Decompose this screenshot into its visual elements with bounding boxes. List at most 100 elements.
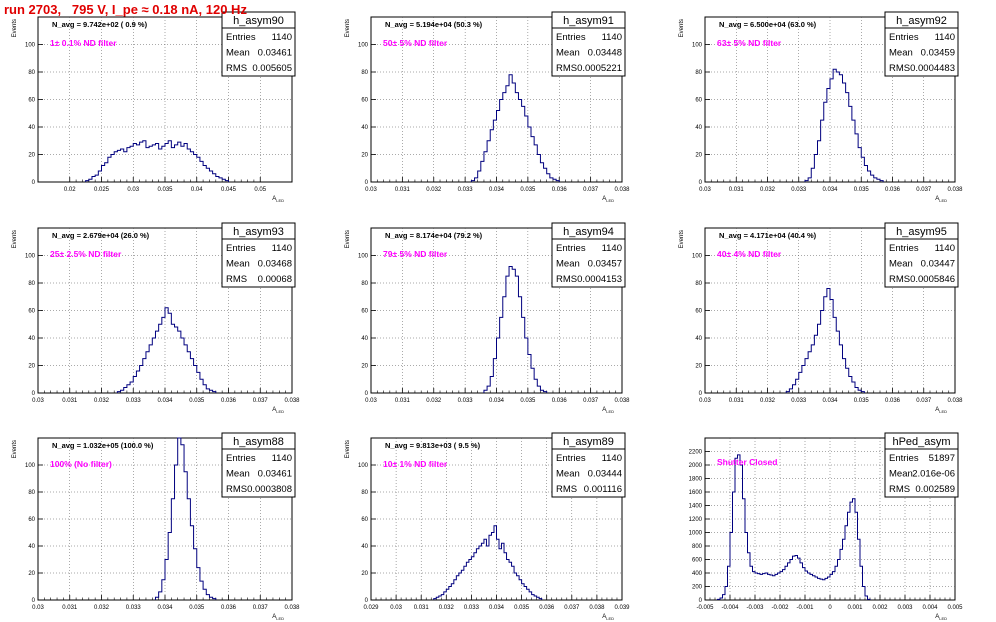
y-tick-label: 20 xyxy=(28,153,35,159)
x-tick-label: 0.001 xyxy=(847,605,863,611)
x-tick-label: 0.029 xyxy=(363,605,379,611)
y-tick-label: 40 xyxy=(28,544,35,550)
stat-label: Mean xyxy=(889,469,913,480)
x-axis-title: ALED xyxy=(935,407,947,414)
x-tick-label: 0.045 xyxy=(221,187,237,193)
x-tick-label: 0.037 xyxy=(916,187,932,193)
stat-label: RMS xyxy=(556,484,577,495)
x-tick-label: 0.003 xyxy=(897,605,913,611)
stat-value: 1140 xyxy=(602,32,622,43)
stat-value: 1140 xyxy=(602,453,622,464)
stat-label: Entries xyxy=(889,243,919,254)
x-tick-label: 0.037 xyxy=(583,187,599,193)
y-tick-label: 40 xyxy=(361,544,368,550)
x-tick-label: 0.032 xyxy=(94,398,110,404)
x-tick-label: 0.034 xyxy=(157,605,173,611)
y-tick-label: 80 xyxy=(361,281,368,287)
stat-label: Mean xyxy=(889,259,913,270)
x-tick-label: -0.001 xyxy=(796,605,814,611)
x-tick-label: 0.05 xyxy=(254,187,266,193)
x-tick-label: 0.037 xyxy=(564,605,580,611)
x-tick-label: 0.033 xyxy=(126,605,142,611)
navg-label: N_avg = 1.032e+05 (100.0 %) xyxy=(52,441,154,450)
histogram-series xyxy=(785,288,865,393)
stat-label: Entries xyxy=(226,243,256,254)
stat-label: Entries xyxy=(226,32,256,43)
navg-label: N_avg = 9.813e+03 ( 9.5 %) xyxy=(385,441,481,450)
stat-value: 0.002589 xyxy=(915,484,955,495)
stats-box-frame xyxy=(551,11,626,77)
stat-value: 0.03461 xyxy=(258,469,292,480)
stats-box-frame xyxy=(221,222,296,288)
y-tick-label: 0 xyxy=(699,598,703,604)
y-tick-label: 100 xyxy=(358,254,369,260)
stat-value: 2.016e-06 xyxy=(912,469,955,480)
x-tick-label: 0.005 xyxy=(947,605,963,611)
x-tick-label: 0.037 xyxy=(583,398,599,404)
stat-label: Entries xyxy=(889,453,919,464)
y-tick-label: 0 xyxy=(365,180,369,186)
stat-value: 0.03461 xyxy=(258,48,292,59)
x-tick-label: 0.033 xyxy=(791,187,807,193)
y-tick-label: 100 xyxy=(25,254,36,260)
x-tick-label: 0.036 xyxy=(885,187,901,193)
stat-value: 0.0005846 xyxy=(910,274,955,285)
stat-value: 51897 xyxy=(929,453,955,464)
y-axis-title: Events xyxy=(12,19,18,37)
x-axis-title: ALED xyxy=(935,614,947,621)
stat-value: 0.0003808 xyxy=(247,484,292,495)
x-tick-label: 0.036 xyxy=(539,605,555,611)
histogram-series xyxy=(85,140,229,182)
stat-label: Mean xyxy=(889,48,913,59)
x-tick-label: -0.005 xyxy=(696,605,714,611)
y-tick-label: 100 xyxy=(358,43,369,49)
panel-hPed_asym: -0.005 -0.004 -0.003 -0.002 -0.001 0 0.001 0.00… xyxy=(689,432,963,621)
stat-value: 0.00068 xyxy=(258,274,292,285)
x-axis-title: ALED xyxy=(602,196,614,203)
panel-h_asym91: 0.03 0.031 0.032 0.033 0.034 0.035 0.036 0.037 0… xyxy=(345,11,630,203)
x-tick-label: 0.033 xyxy=(126,398,142,404)
y-tick-label: 60 xyxy=(361,98,368,104)
y-tick-label: 0 xyxy=(699,391,703,397)
y-tick-label: 1200 xyxy=(689,517,703,523)
y-tick-label: 100 xyxy=(692,254,703,260)
y-tick-label: 0 xyxy=(699,180,703,186)
stat-label: Mean xyxy=(226,259,250,270)
filter-note: 1± 0.1% ND filter xyxy=(50,38,117,48)
y-tick-label: 80 xyxy=(28,281,35,287)
stat-value: 0.03468 xyxy=(258,259,292,270)
y-tick-label: 80 xyxy=(695,70,702,76)
y-tick-label: 60 xyxy=(695,98,702,104)
x-tick-label: 0.03 xyxy=(365,187,377,193)
filter-note: 79± 5% ND filter xyxy=(383,249,448,259)
y-tick-label: 20 xyxy=(695,364,702,370)
y-tick-label: 60 xyxy=(28,517,35,523)
stat-value: 0.001116 xyxy=(584,484,622,495)
stats-box: h_asym92 Entries 1140 Mean 0.03459 RMS 0.00044… xyxy=(884,11,959,77)
stat-value: 1140 xyxy=(935,243,955,254)
histogram-series xyxy=(470,74,560,182)
x-tick-label: 0.002 xyxy=(872,605,888,611)
filter-note: Shutter Closed xyxy=(717,457,777,467)
histogram-series xyxy=(116,307,217,393)
y-axis-title: Events xyxy=(345,440,351,458)
x-tick-label: 0.038 xyxy=(614,187,630,193)
stat-value: 0.03444 xyxy=(588,469,622,480)
y-tick-label: 40 xyxy=(28,125,35,131)
x-tick-label: 0.031 xyxy=(395,398,411,404)
stat-label: RMS xyxy=(889,484,910,495)
y-axis-title: Events xyxy=(345,230,351,248)
stat-label: Mean xyxy=(556,469,580,480)
x-tick-label: 0.03 xyxy=(127,187,139,193)
x-tick-label: 0.035 xyxy=(854,187,870,193)
x-tick-label: 0.035 xyxy=(189,605,205,611)
x-tick-label: 0.032 xyxy=(426,187,442,193)
y-axis-title: Events xyxy=(679,19,685,37)
y-tick-label: 60 xyxy=(695,309,702,315)
y-tick-label: 0 xyxy=(32,180,36,186)
stats-box-frame xyxy=(551,432,626,498)
panel-h_asym89: 0.029 0.03 0.031 0.032 0.033 0.034 0.035 0.036 0… xyxy=(345,432,630,621)
x-tick-label: 0.035 xyxy=(514,605,530,611)
y-tick-label: 0 xyxy=(32,598,36,604)
